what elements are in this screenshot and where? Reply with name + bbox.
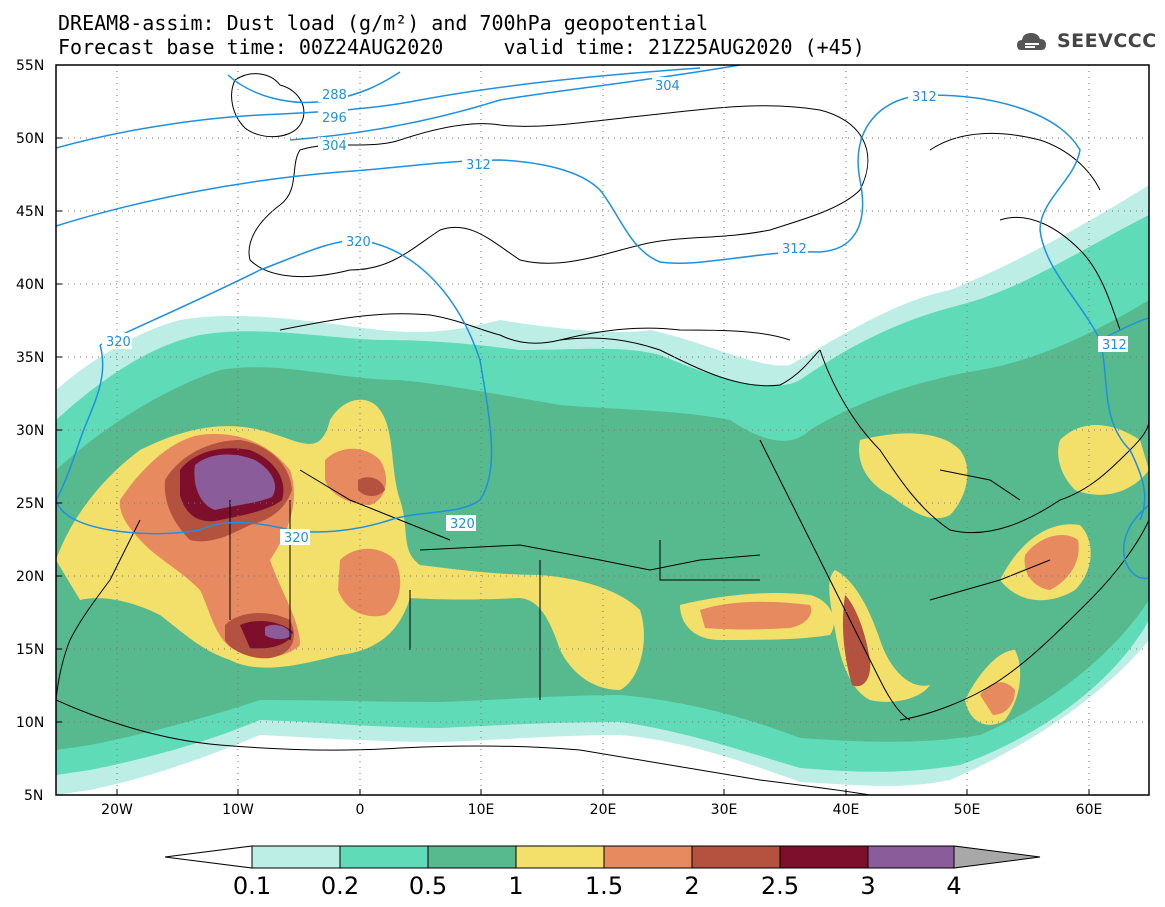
dust-fields: [56, 185, 1149, 795]
colorbar-label: 4: [946, 872, 962, 900]
colorbar-label: 1: [508, 872, 524, 900]
lon-label: 20E: [590, 802, 617, 818]
lat-label: 20N: [16, 569, 44, 585]
colorbar-swatch-above: [953, 845, 1041, 869]
contour-320-b: [56, 344, 104, 501]
colorbar-swatch-below: [164, 845, 253, 869]
lat-label: 55N: [16, 58, 44, 74]
longitude-labels: 20W 10W 0 10E 20E 30E 40E 50E 60E: [101, 802, 1102, 818]
dust-region-1.5: [980, 682, 1015, 715]
dust-region-1: [1058, 425, 1149, 495]
colorbar-swatch: [251, 845, 341, 869]
dust-region-1.5: [1024, 535, 1079, 590]
colorbar-label: 2: [684, 872, 700, 900]
latitude-labels: 55N 50N 45N 40N 35N 30N 25N 20N 15N 10N …: [16, 58, 44, 804]
contour-label: 296: [322, 111, 347, 126]
colorbar-label: 0.2: [320, 872, 360, 900]
lon-label: 20W: [101, 802, 133, 818]
colorbar-swatch: [515, 845, 605, 869]
dust-region-1.5: [338, 548, 401, 617]
dust-region-1: [859, 433, 968, 519]
axis-ticks: [56, 64, 1090, 796]
lon-label: 10W: [222, 802, 254, 818]
contour-320: [56, 239, 493, 535]
lat-label: 15N: [16, 642, 44, 658]
lat-label: 35N: [16, 350, 44, 366]
contour-label: 288: [322, 88, 347, 103]
lon-label: 30E: [711, 802, 738, 818]
colorbar-swatch: [339, 845, 429, 869]
colorbar-swatch: [427, 845, 517, 869]
contour-label-group: 288 296 304 304 312 312 312 312 320 320 …: [102, 77, 1128, 546]
lat-label: 30N: [16, 423, 44, 439]
contour-label: 320: [106, 335, 131, 350]
map-gridlines: [56, 65, 1149, 795]
geopotential-contours: [56, 65, 1149, 580]
coastlines: [56, 73, 1149, 795]
dust-region-2: [842, 595, 871, 687]
contour-296: [56, 67, 701, 149]
colorbar-swatch: [779, 845, 869, 869]
contour-label: 320: [346, 235, 371, 250]
dust-region-2: [358, 477, 385, 496]
contour-312-west: [56, 94, 1146, 521]
colorbar-swatch: [867, 845, 955, 869]
colorbar-swatch: [603, 845, 693, 869]
contour-320-east: [1123, 504, 1149, 580]
dust-region-1.5: [700, 601, 812, 630]
lat-label: 5N: [24, 788, 43, 804]
contour-label: 320: [450, 517, 475, 532]
colorbar-label: 2.5: [760, 872, 800, 900]
contour-label: 312: [912, 90, 937, 105]
colorbar-label: 0.5: [408, 872, 448, 900]
lon-label: 50E: [954, 802, 981, 818]
colorbar: [164, 845, 1041, 869]
dust-region-3: [265, 624, 292, 640]
lat-label: 10N: [16, 715, 44, 731]
contour-label: 320: [284, 531, 309, 546]
lon-label: 40E: [833, 802, 860, 818]
lat-label: 25N: [16, 496, 44, 512]
colorbar-label: 1.5: [584, 872, 624, 900]
logo-text: SEEVCCC: [1057, 30, 1157, 52]
colorbar-swatch: [691, 845, 781, 869]
contour-label: 312: [466, 158, 491, 173]
colorbar-label: 0.1: [232, 872, 272, 900]
lon-label: 0: [356, 802, 365, 818]
chart-title-line-2: Forecast base time: 00Z24AUG2020 valid t…: [58, 35, 865, 59]
contour-label: 312: [1102, 338, 1127, 353]
lon-label: 10E: [468, 802, 495, 818]
lat-label: 45N: [16, 204, 44, 220]
lon-label: 60E: [1076, 802, 1103, 818]
dust-region-3: [194, 454, 276, 510]
lat-label: 50N: [16, 131, 44, 147]
lat-label: 40N: [16, 277, 44, 293]
contour-label: 304: [655, 79, 680, 94]
contour-label: 304: [322, 139, 347, 154]
colorbar-label: 3: [860, 872, 876, 900]
cloud-icon: [1017, 33, 1046, 50]
chart-title-line-1: DREAM8-assim: Dust load (g/m²) and 700hP…: [58, 11, 709, 35]
contour-label: 312: [782, 242, 807, 257]
